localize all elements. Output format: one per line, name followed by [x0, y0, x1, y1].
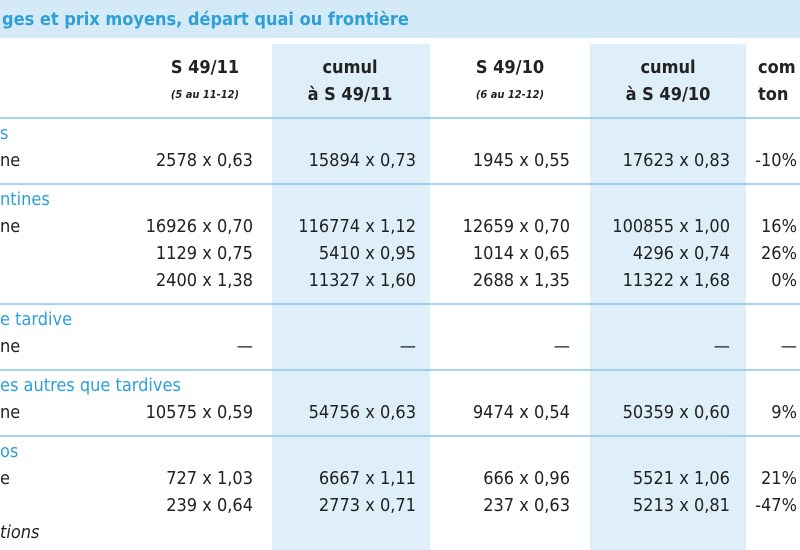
column-subtitle: (5 au 11-12)	[171, 88, 239, 101]
column-title: com	[758, 57, 796, 78]
row-label: tions	[0, 522, 40, 543]
cell: 26%	[761, 243, 797, 264]
shaded-column	[590, 44, 746, 550]
shaded-column	[272, 44, 430, 550]
section-title: os	[0, 441, 18, 462]
cell: 727 x 1,03	[166, 468, 253, 489]
cell: 2688 x 1,35	[473, 270, 570, 291]
cell: 17623 x 0,83	[623, 150, 730, 171]
cell: 10575 x 0,59	[146, 402, 253, 423]
cell: 1129 x 0,75	[156, 243, 253, 264]
column-title: S 49/10	[476, 57, 544, 78]
cell: 11322 x 1,68	[623, 270, 730, 291]
cell: 5521 x 1,06	[633, 468, 730, 489]
cell: —	[237, 336, 253, 357]
section-title: es autres que tardives	[0, 375, 181, 396]
row-label: e	[0, 468, 10, 489]
cell: 100855 x 1,00	[612, 216, 730, 237]
cell: 54756 x 0,63	[309, 402, 416, 423]
cell: 6667 x 1,11	[319, 468, 416, 489]
cell: 237 x 0,63	[483, 495, 570, 516]
cell: 116774 x 1,12	[298, 216, 416, 237]
row-label: ne	[0, 216, 20, 237]
cell: 11327 x 1,60	[309, 270, 416, 291]
page-title: ges et prix moyens, départ quai ou front…	[2, 9, 409, 30]
cell: 5410 x 0,95	[319, 243, 416, 264]
cell: 2578 x 0,63	[156, 150, 253, 171]
column-subtitle: à S 49/11	[308, 84, 393, 105]
cell: -47%	[755, 495, 797, 516]
section-title: e tardive	[0, 309, 72, 330]
cell: —	[714, 336, 730, 357]
section-title: ntines	[0, 189, 50, 210]
cell: 666 x 0,96	[483, 468, 570, 489]
cell: 0%	[771, 270, 797, 291]
title-bar	[0, 0, 800, 38]
cell: 5213 x 0,81	[633, 495, 730, 516]
cell: 2400 x 1,38	[156, 270, 253, 291]
column-title: S 49/11	[171, 57, 239, 78]
cell: 2773 x 0,71	[319, 495, 416, 516]
cell: —	[781, 336, 797, 357]
cell: 239 x 0,64	[166, 495, 253, 516]
cell: 4296 x 0,74	[633, 243, 730, 264]
column-title: cumul	[322, 57, 377, 78]
cell: 16%	[761, 216, 797, 237]
section-title: s	[0, 123, 8, 144]
column-title: cumul	[640, 57, 695, 78]
row-label: ne	[0, 402, 20, 423]
row-label: ne	[0, 150, 20, 171]
column-subtitle: à S 49/10	[626, 84, 711, 105]
column-subtitle: ton	[758, 84, 788, 105]
cell: —	[400, 336, 416, 357]
cell: 21%	[761, 468, 797, 489]
cell: 15894 x 0,73	[309, 150, 416, 171]
cell: -10%	[755, 150, 797, 171]
row-label: ne	[0, 336, 20, 357]
cell: 12659 x 0,70	[463, 216, 570, 237]
cell: 1014 x 0,65	[473, 243, 570, 264]
cell: 9%	[771, 402, 797, 423]
cell: 1945 x 0,55	[473, 150, 570, 171]
cell: —	[554, 336, 570, 357]
cell: 9474 x 0,54	[473, 402, 570, 423]
cell: 50359 x 0,60	[623, 402, 730, 423]
column-subtitle: (6 au 12-12)	[476, 88, 544, 101]
cell: 16926 x 0,70	[146, 216, 253, 237]
